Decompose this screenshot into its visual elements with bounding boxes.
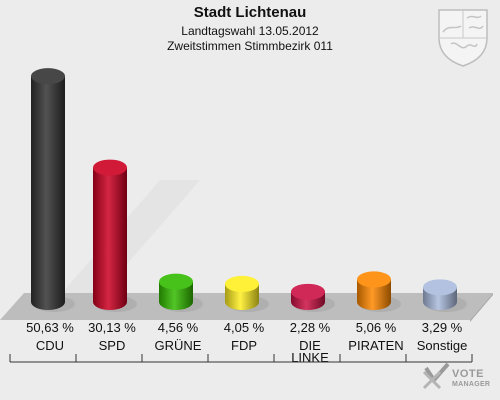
logo-text-manager: MANAGER bbox=[452, 381, 491, 388]
bar-top-spd bbox=[93, 159, 127, 176]
category-label-grüne: GRÜNE bbox=[155, 338, 202, 353]
bar-fdp bbox=[225, 275, 269, 312]
bar-sonstige bbox=[423, 279, 467, 312]
value-label-fdp: 4,05 % bbox=[224, 320, 265, 335]
category-label-spd: SPD bbox=[99, 338, 126, 353]
chart-subtitle-district: Zweitstimmen Stimmbezirk 011 bbox=[167, 39, 333, 53]
bar-top-cdu bbox=[31, 68, 65, 85]
bar-grüne bbox=[159, 273, 203, 312]
bar-die-linke bbox=[291, 283, 335, 312]
labels-group: 50,63 % CDU 30,13 % SPD 4,56 % GRÜNE 4,05 % FDP… bbox=[9, 320, 473, 365]
bar-top-sonstige bbox=[423, 279, 457, 296]
bar-body-cdu bbox=[31, 76, 65, 310]
value-label-spd: 30,13 % bbox=[88, 320, 136, 335]
value-label-piraten: 5,06 % bbox=[356, 320, 397, 335]
vote-manager-logo-icon bbox=[422, 362, 450, 390]
value-label-die-linke: 2,28 % bbox=[290, 320, 331, 335]
bar-body-piraten bbox=[357, 279, 391, 310]
category-label-sonstige: Sonstige bbox=[417, 338, 468, 353]
value-label-cdu: 50,63 % bbox=[26, 320, 74, 335]
logo-text-vote: VOTE bbox=[452, 368, 484, 380]
bars-group bbox=[31, 68, 467, 312]
bar-top-die-linke bbox=[291, 283, 325, 300]
bar-top-piraten bbox=[357, 271, 391, 288]
category-label-die-linke-2: LINKE bbox=[291, 350, 329, 365]
bar-piraten bbox=[357, 271, 401, 312]
category-separator bbox=[9, 354, 473, 363]
category-label-cdu: CDU bbox=[36, 338, 64, 353]
bar-body-grüne bbox=[159, 281, 193, 310]
category-label-piraten: PIRATEN bbox=[348, 338, 403, 353]
value-label-grüne: 4,56 % bbox=[158, 320, 199, 335]
category-label-fdp: FDP bbox=[231, 338, 257, 353]
bar-spd bbox=[93, 159, 137, 312]
category-label-die-linke-1: DIE bbox=[299, 338, 321, 353]
value-label-sonstige: 3,29 % bbox=[422, 320, 463, 335]
bar-cdu bbox=[31, 68, 75, 312]
chart-title: Stadt Lichtenau bbox=[193, 4, 307, 21]
nrw-coat-of-arms-icon bbox=[438, 9, 488, 67]
bar-top-grüne bbox=[159, 273, 193, 290]
bar-body-spd bbox=[93, 167, 127, 310]
chart-subtitle-election: Landtagswahl 13.05.2012 bbox=[181, 24, 319, 38]
bar-top-fdp bbox=[225, 275, 259, 292]
